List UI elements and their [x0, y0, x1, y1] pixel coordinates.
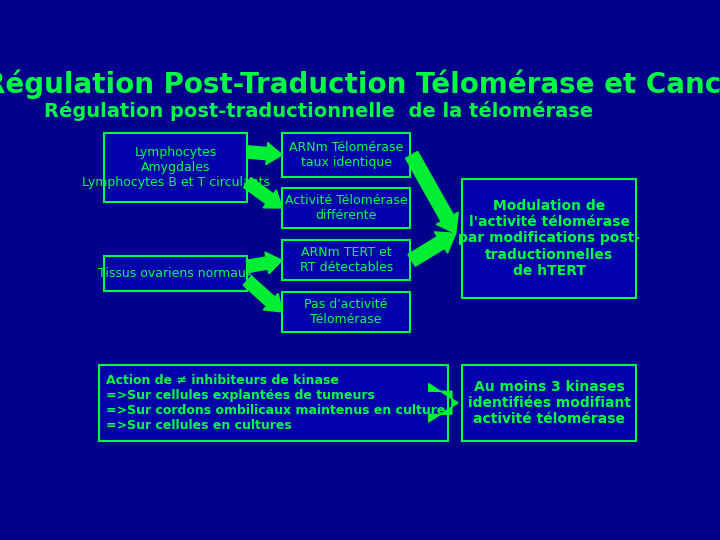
FancyBboxPatch shape [104, 256, 248, 291]
Text: Modulation de
l'activité télomérase
par modifications post-
traductionnelles
de : Modulation de l'activité télomérase par … [458, 199, 640, 278]
Polygon shape [246, 252, 282, 274]
Text: ARNm TERT et
RT détectables: ARNm TERT et RT détectables [300, 246, 393, 274]
Text: ARNm Télomérase
taux identique: ARNm Télomérase taux identique [289, 141, 403, 169]
Text: Régulation post-traductionnelle  de la télomérase: Régulation post-traductionnelle de la té… [44, 101, 593, 121]
Polygon shape [243, 276, 282, 312]
FancyBboxPatch shape [104, 132, 248, 202]
Polygon shape [428, 383, 458, 422]
Text: Tissus ovariens normaux: Tissus ovariens normaux [98, 267, 253, 280]
Text: Action de ≠ inhibiteurs de kinase
=>Sur cellules explantées de tumeurs
=>Sur cor: Action de ≠ inhibiteurs de kinase =>Sur … [106, 374, 445, 432]
Polygon shape [243, 178, 282, 208]
FancyBboxPatch shape [282, 292, 410, 332]
FancyBboxPatch shape [282, 188, 410, 228]
Text: Pas d'activité
Télomérase: Pas d'activité Télomérase [305, 298, 388, 326]
FancyBboxPatch shape [462, 179, 636, 298]
Text: Activité Télomérase
différente: Activité Télomérase différente [285, 194, 408, 222]
Polygon shape [247, 143, 282, 165]
Text: Régulation Post-Traduction Télomérase et Cancer: Régulation Post-Traduction Télomérase et… [0, 69, 720, 99]
Text: Au moins 3 kinases
identifiées modifiant
activité télomérase: Au moins 3 kinases identifiées modifiant… [468, 380, 631, 426]
FancyBboxPatch shape [99, 365, 448, 441]
Polygon shape [408, 232, 456, 266]
FancyBboxPatch shape [462, 365, 636, 441]
Polygon shape [405, 152, 458, 233]
FancyBboxPatch shape [282, 240, 410, 280]
FancyBboxPatch shape [282, 132, 410, 177]
Text: Lymphocytes
Amygdales
Lymphocytes B et T circulants: Lymphocytes Amygdales Lymphocytes B et T… [81, 146, 269, 188]
